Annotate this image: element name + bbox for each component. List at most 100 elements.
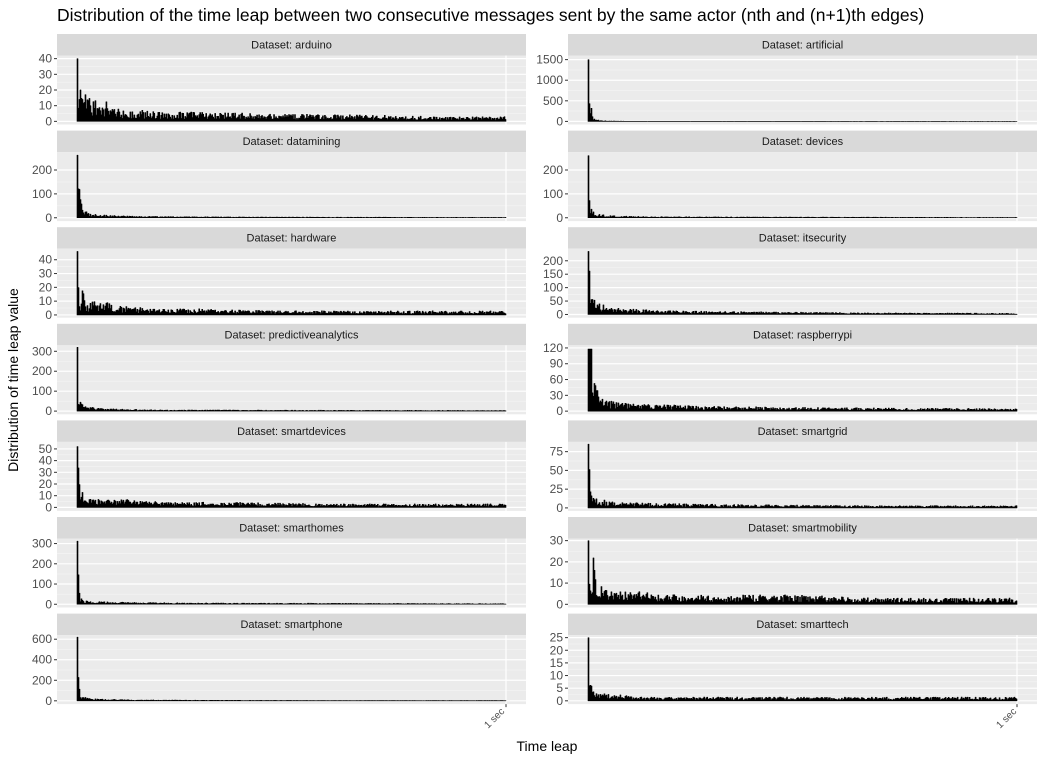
- histogram-series: [76, 346, 507, 412]
- y-tick-label: 200: [32, 163, 52, 177]
- panel-background: [57, 152, 526, 222]
- facet-strip: Dataset: predictiveanalytics: [57, 323, 526, 346]
- facet-strip: Dataset: smarthomes: [57, 517, 526, 539]
- facet-strip: Dataset: smartmobility: [568, 517, 1037, 539]
- strip-background: [568, 517, 1037, 539]
- y-tick-label: 20: [39, 280, 53, 294]
- histogram-series: [587, 155, 1018, 219]
- y-tick-label: 200: [543, 254, 563, 268]
- y-tick-label: 50: [39, 442, 53, 456]
- y-tick-label: 5: [556, 681, 563, 695]
- facet-strip: Dataset: arduino: [57, 34, 526, 56]
- strip-background: [568, 227, 1037, 249]
- y-tick-label: 0: [556, 404, 563, 418]
- y-tick-label: 0: [556, 694, 563, 708]
- strip-label: Dataset: raspberrypi: [753, 329, 852, 341]
- strip-background: [57, 323, 526, 346]
- strip-background: [568, 613, 1037, 636]
- strip-label: Dataset: smarttech: [756, 619, 848, 631]
- y-tick-label: 100: [543, 281, 563, 295]
- y-tick-label: 10: [39, 99, 53, 113]
- y-tick-label: 0: [556, 597, 563, 611]
- y-tick-label: 50: [550, 463, 564, 477]
- strip-background: [57, 613, 526, 636]
- panel-background: [57, 345, 526, 415]
- y-tick-label: 30: [39, 465, 53, 479]
- y-tick-label: 100: [32, 187, 52, 201]
- facet-strip: Dataset: datamining: [57, 130, 526, 153]
- y-tick-label: 0: [45, 500, 52, 514]
- facet-strip: Dataset: raspberrypi: [568, 323, 1037, 346]
- strip-label: Dataset: predictiveanalytics: [225, 329, 359, 341]
- y-tick-label: 0: [556, 307, 563, 321]
- y-tick-label: 40: [39, 253, 53, 267]
- strip-label: Dataset: smartphone: [240, 619, 342, 631]
- facet-strip: Dataset: hardware: [57, 227, 526, 249]
- x-axis-title: Time leap: [517, 738, 578, 754]
- y-tick-label: 0: [556, 501, 563, 515]
- strip-background: [568, 130, 1037, 153]
- histogram-series: [587, 443, 1018, 509]
- strip-background: [57, 130, 526, 153]
- panel-background: [568, 152, 1037, 222]
- strip-label: Dataset: smarthomes: [239, 523, 344, 535]
- strip-label: Dataset: artificial: [762, 40, 843, 52]
- strip-background: [57, 517, 526, 539]
- histogram-series: [76, 251, 507, 316]
- y-tick-label: 20: [550, 643, 564, 657]
- facet-strip: Dataset: smartdevices: [57, 420, 526, 442]
- strip-background: [57, 227, 526, 249]
- y-axis-title: Distribution of time leap value: [5, 288, 21, 472]
- y-tick-label: 10: [39, 294, 53, 308]
- y-tick-label: 90: [550, 357, 564, 371]
- y-tick-label: 30: [550, 388, 564, 402]
- facet-strip: Dataset: devices: [568, 130, 1037, 153]
- facet-strip: Dataset: smartgrid: [568, 420, 1037, 442]
- chart-title: Distribution of the time leap between tw…: [57, 5, 924, 25]
- y-tick-label: 15: [550, 656, 564, 670]
- y-tick-label: 0: [45, 308, 52, 322]
- histogram-series: [587, 59, 1018, 122]
- y-tick-label: 75: [550, 445, 564, 459]
- y-tick-label: 200: [32, 557, 52, 571]
- y-tick-label: 100: [32, 384, 52, 398]
- histogram-series: [76, 636, 507, 702]
- histogram-series: [587, 251, 1018, 315]
- y-tick-label: 600: [32, 632, 52, 646]
- histogram-series: [76, 540, 507, 605]
- y-tick-label: 20: [39, 477, 53, 491]
- y-tick-label: 25: [550, 482, 564, 496]
- strip-label: Dataset: smartgrid: [758, 426, 848, 438]
- strip-label: Dataset: devices: [762, 136, 844, 148]
- histogram-series: [76, 446, 507, 508]
- y-tick-label: 0: [45, 114, 52, 128]
- y-tick-label: 30: [550, 534, 564, 548]
- histogram-series: [587, 348, 1018, 412]
- y-tick-label: 25: [550, 631, 564, 645]
- x-tick-label-left: 1 sec: [482, 706, 507, 731]
- y-tick-label: 150: [543, 267, 563, 281]
- strip-label: Dataset: smartmobility: [748, 523, 857, 535]
- strip-label: Dataset: itsecurity: [759, 233, 847, 245]
- panel-background: [568, 55, 1037, 125]
- y-tick-label: 0: [45, 597, 52, 611]
- facet-strip: Dataset: itsecurity: [568, 227, 1037, 249]
- panel-background: [57, 441, 526, 511]
- y-tick-label: 10: [550, 576, 564, 590]
- y-tick-label: 40: [39, 52, 53, 66]
- panel-background: [57, 538, 526, 608]
- x-tick-label-right: 1 sec: [994, 706, 1019, 731]
- panel-background: [568, 635, 1037, 705]
- y-tick-label: 40: [39, 454, 53, 468]
- y-tick-label: 20: [550, 555, 564, 569]
- strip-background: [568, 323, 1037, 346]
- panel-background: [57, 635, 526, 705]
- y-tick-label: 10: [550, 669, 564, 683]
- y-tick-label: 200: [32, 364, 52, 378]
- histogram-series: [587, 540, 1018, 605]
- panel-background: [57, 248, 526, 318]
- facet-strip: Dataset: artificial: [568, 34, 1037, 56]
- y-tick-label: 120: [543, 341, 563, 355]
- y-tick-label: 20: [39, 83, 53, 97]
